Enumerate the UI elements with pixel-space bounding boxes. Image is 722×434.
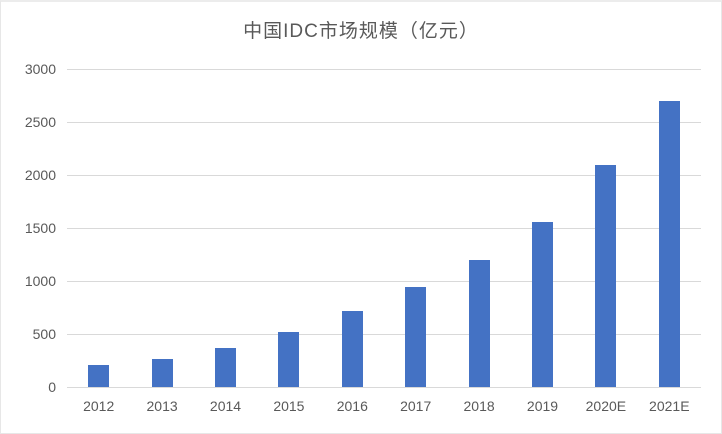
bar-2016 [341, 311, 363, 387]
bar-2014 [215, 347, 236, 387]
y-axis-tick-label-500: 500 [32, 326, 56, 342]
bar-2012 [88, 364, 110, 387]
gridline-2500 [67, 122, 701, 123]
x-axis-tick-label-2013: 2013 [146, 398, 178, 414]
bar-2019 [532, 222, 553, 387]
x-axis-tick-label-2012: 2012 [83, 398, 115, 414]
y-axis-tick-label-0: 0 [48, 379, 56, 395]
bar-2017 [405, 286, 427, 387]
x-axis-tick-label-2019: 2019 [526, 398, 559, 414]
x-axis-tick-label-2020E: 2020E [585, 398, 627, 414]
x-axis-tick-label-2017: 2017 [400, 398, 432, 414]
x-axis-tick-label-2014: 2014 [209, 398, 242, 414]
y-axis-tick-label-2500: 2500 [24, 114, 56, 130]
bar-2020E [595, 165, 617, 387]
x-axis-tick-label-2016: 2016 [336, 398, 368, 414]
y-axis-tick-label-3000: 3000 [24, 61, 56, 77]
gridline-1000 [67, 281, 701, 282]
y-axis-tick-label-2000: 2000 [24, 167, 56, 183]
bar-2013 [151, 359, 173, 387]
chart-title: 中国IDC市场规模（亿元） [243, 21, 479, 42]
x-axis-tick-label-2018: 2018 [463, 398, 495, 414]
gridline-500 [67, 334, 701, 335]
plot-area: 0 500 1000 1500 2000 2500 3000 2012 2013 2014 2015… [25, 61, 701, 414]
y-axis-tick-label-1500: 1500 [24, 220, 56, 236]
x-axis-tick-label-2021E: 2021E [649, 398, 690, 414]
bar-2015 [278, 332, 300, 387]
bar-2021E [658, 100, 680, 387]
bar-2018 [468, 259, 490, 387]
gridline-2000 [67, 175, 701, 176]
gridline-3000 [67, 69, 701, 70]
x-axis-line [67, 387, 701, 388]
y-axis-tick-label-1000: 1000 [24, 273, 56, 289]
gridline-1500 [67, 228, 701, 229]
x-axis-tick-label-2015: 2015 [273, 398, 305, 414]
